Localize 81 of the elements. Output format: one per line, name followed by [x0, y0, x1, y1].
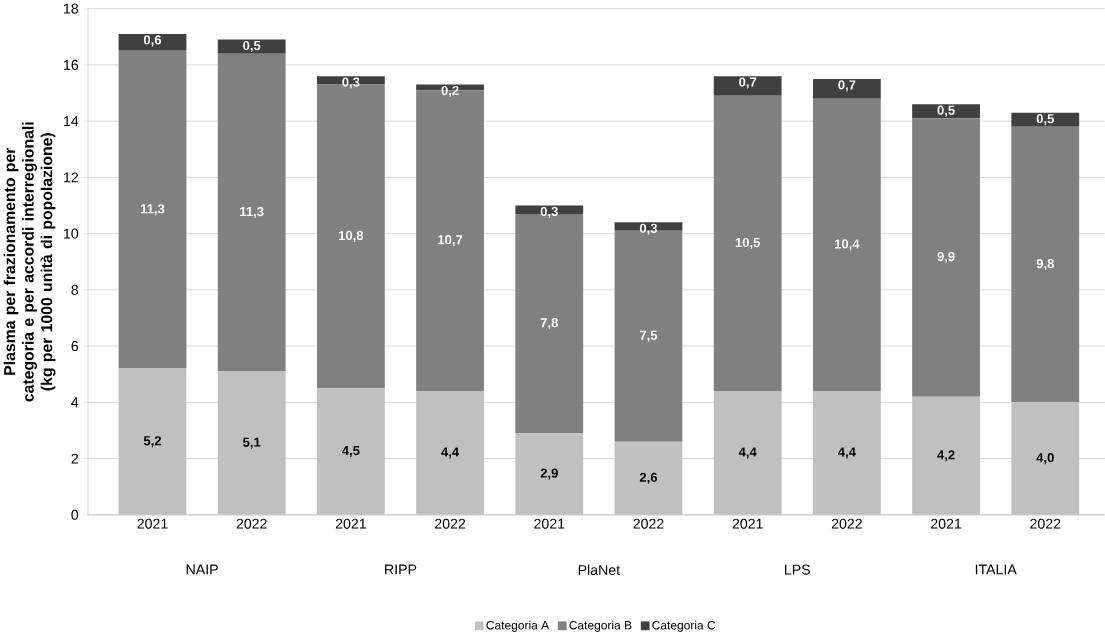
bar — [812, 390, 881, 515]
y-tick-label: 16 — [64, 59, 79, 70]
x-tick-label: 2021 — [732, 518, 763, 529]
data-label: 11,3 — [240, 206, 264, 218]
data-label: 0,5 — [243, 40, 261, 52]
legend-label: Categoria B — [569, 620, 632, 632]
data-label: 5,1 — [243, 437, 261, 449]
bar — [713, 75, 782, 96]
data-label: 0,7 — [739, 77, 757, 89]
bar — [713, 390, 782, 515]
y-tick-label: 0 — [71, 509, 79, 520]
text: NAIP — [186, 564, 218, 575]
data-label: 11,3 — [140, 203, 165, 216]
bar — [713, 95, 782, 391]
data-label: 4,2 — [937, 450, 955, 462]
bar — [217, 371, 286, 515]
data-label: 0,3 — [639, 223, 658, 235]
data-label: 10,5 — [735, 237, 761, 249]
y-tick-label: 8 — [71, 284, 79, 295]
bar — [912, 396, 980, 515]
x-tick-label: 2022 — [1030, 518, 1061, 529]
y-tick-label: 4 — [71, 397, 79, 408]
bar — [1011, 402, 1080, 515]
bar — [515, 433, 584, 515]
data-label: 0,5 — [937, 105, 955, 117]
data-label: 10,7 — [438, 234, 463, 247]
x-tick-label: 2022 — [831, 518, 862, 529]
x-tick-label: 2021 — [534, 518, 565, 529]
text: PlaNet — [578, 564, 621, 575]
text: LPS — [785, 564, 811, 575]
data-label: 4,0 — [1036, 452, 1054, 465]
x-tick-label: 2022 — [633, 518, 664, 529]
bar — [812, 78, 881, 99]
legend-label: Categoria A — [486, 620, 550, 632]
y-tick-label: 10 — [64, 228, 79, 239]
data-label: 7,8 — [540, 317, 558, 330]
data-label: 10,4 — [834, 239, 860, 251]
y-tick-label: 12 — [64, 172, 78, 183]
bar — [316, 388, 385, 515]
bar — [912, 118, 980, 397]
y-tick-label: 6 — [71, 340, 79, 351]
x-tick-label: 2022 — [236, 518, 267, 529]
y-tick-label: 14 — [64, 116, 79, 126]
bar — [118, 50, 187, 369]
y-tick-label: 2 — [71, 453, 78, 464]
text: RIPP — [385, 564, 417, 575]
data-label: 0,3 — [540, 206, 558, 218]
data-label: 4,4 — [441, 447, 460, 459]
data-label: 9,9 — [937, 251, 955, 263]
data-label: 2,9 — [540, 468, 558, 480]
bar — [118, 368, 187, 515]
data-label: 4,4 — [837, 447, 856, 459]
bar — [217, 53, 286, 372]
x-tick-label: 2021 — [137, 518, 168, 529]
bar — [912, 104, 980, 119]
legend-label: Categoria C — [652, 620, 716, 632]
bar — [812, 98, 881, 391]
data-label: 0,6 — [143, 35, 162, 47]
data-label: 4,4 — [738, 447, 757, 459]
bar — [217, 39, 286, 54]
data-label: 10,8 — [338, 230, 364, 242]
data-label: 0,7 — [838, 80, 856, 92]
data-label: 0,3 — [342, 77, 360, 89]
bar — [1011, 112, 1080, 127]
data-label: 9,8 — [1036, 258, 1054, 270]
text: ITALIA — [975, 564, 1017, 575]
data-label: 4,5 — [342, 445, 360, 457]
data-label: 0,2 — [441, 85, 459, 97]
data-label: 5,2 — [143, 436, 162, 448]
data-label: 7,5 — [639, 330, 658, 342]
x-tick-label: 2021 — [931, 518, 962, 529]
bar — [118, 33, 187, 51]
x-tick-label: 2022 — [435, 518, 466, 529]
bar — [614, 441, 683, 515]
data-label: 2,6 — [639, 472, 658, 484]
y-tick-label: 18 — [64, 3, 79, 14]
bar — [416, 390, 484, 515]
bar — [1011, 126, 1080, 403]
x-tick-label: 2021 — [335, 518, 366, 529]
y-axis-title: Plasma per frazionamento per categoria e per accordi interregionali (kg per 1000 unità di popolazione) — [3, 122, 56, 402]
data-label: 0,5 — [1036, 113, 1054, 125]
